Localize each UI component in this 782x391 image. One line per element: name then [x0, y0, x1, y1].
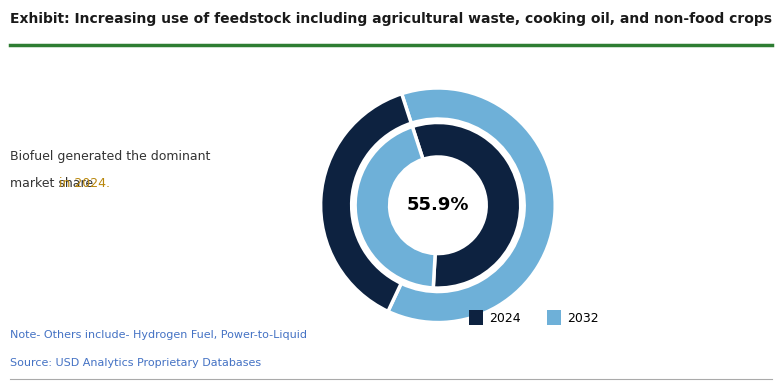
Text: 2024: 2024 [489, 312, 520, 325]
Wedge shape [412, 122, 521, 288]
Bar [547, 310, 561, 325]
Wedge shape [355, 127, 436, 288]
Text: Note- Others include- Hydrogen Fuel, Power-to-Liquid: Note- Others include- Hydrogen Fuel, Pow… [10, 330, 307, 340]
Bar [469, 310, 483, 325]
Wedge shape [388, 88, 555, 323]
Wedge shape [321, 94, 411, 311]
Text: Source: USD Analytics Proprietary Databases: Source: USD Analytics Proprietary Databa… [10, 357, 261, 368]
Text: 2032: 2032 [567, 312, 598, 325]
Text: in 2024.: in 2024. [59, 177, 110, 190]
Circle shape [389, 157, 486, 254]
Text: Biofuel generated the dominant: Biofuel generated the dominant [10, 150, 210, 163]
Text: market share: market share [10, 177, 97, 190]
Text: 55.9%: 55.9% [407, 196, 469, 214]
Text: Exhibit: Increasing use of feedstock including agricultural waste, cooking oil, : Exhibit: Increasing use of feedstock inc… [10, 12, 772, 26]
